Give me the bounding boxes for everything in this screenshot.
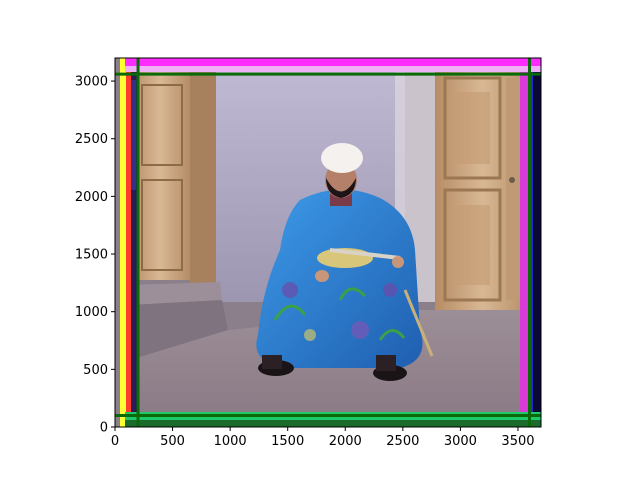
x-tick-label: 2000 bbox=[329, 434, 362, 449]
x-tick-label: 2500 bbox=[386, 434, 419, 449]
y-tick-label: 1500 bbox=[75, 248, 108, 263]
alignment-guide-lines bbox=[115, 58, 541, 427]
x-tick-label: 1000 bbox=[214, 434, 247, 449]
x-tick-label: 3500 bbox=[501, 434, 534, 449]
x-tick-label: 500 bbox=[160, 434, 185, 449]
y-tick-label: 2500 bbox=[75, 132, 108, 147]
y-tick-label: 2000 bbox=[75, 190, 108, 205]
y-tick-label: 1000 bbox=[75, 305, 108, 320]
y-tick-label: 3000 bbox=[75, 75, 108, 90]
seated-man bbox=[256, 143, 434, 381]
left-wooden-door bbox=[130, 70, 190, 280]
y-axis-ticks: 0 500 1000 1500 2000 2500 3000 bbox=[75, 75, 115, 436]
photograph bbox=[115, 58, 541, 427]
x-tick-label: 1500 bbox=[271, 434, 304, 449]
y-tick-label: 0 bbox=[100, 421, 108, 436]
y-tick-label: 500 bbox=[83, 363, 108, 378]
x-tick-label: 0 bbox=[111, 434, 119, 449]
x-axis-ticks: 0 500 1000 1500 2000 2500 3000 3500 bbox=[111, 427, 535, 449]
axes-frame bbox=[114, 57, 542, 428]
x-tick-label: 3000 bbox=[444, 434, 477, 449]
